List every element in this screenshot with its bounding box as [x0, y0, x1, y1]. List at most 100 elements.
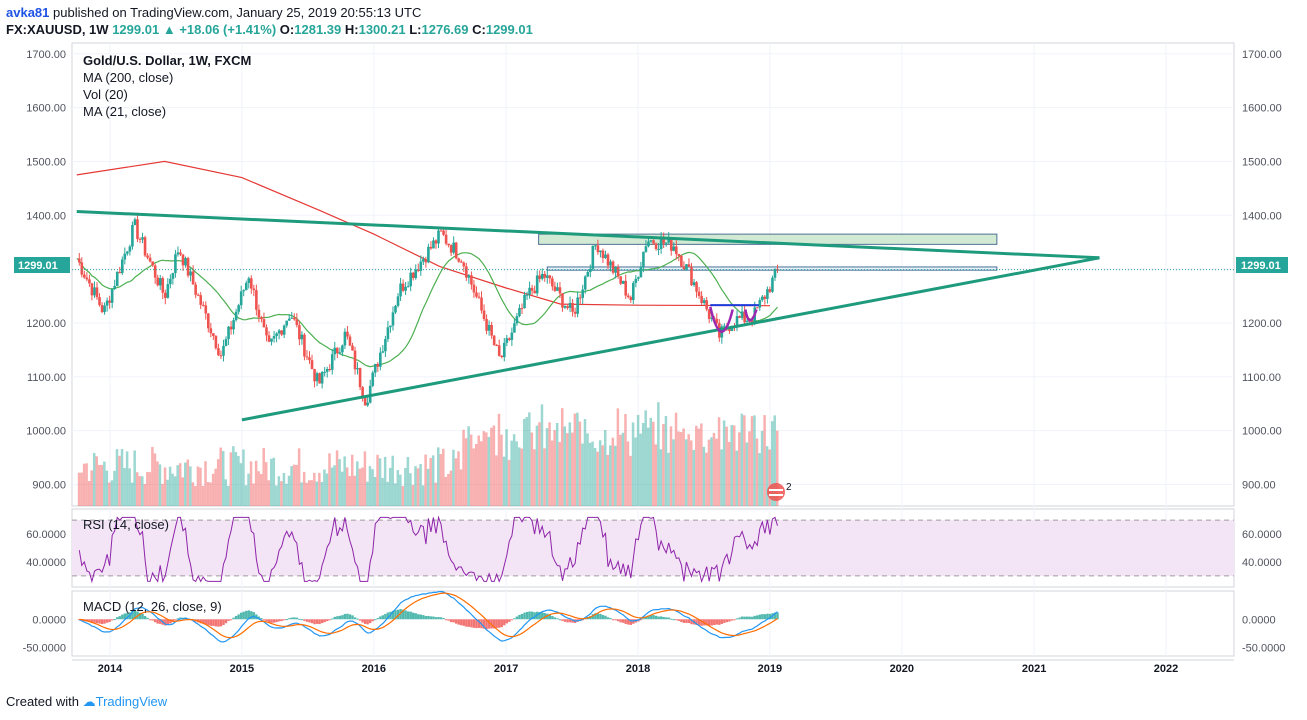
candle-body — [389, 325, 392, 328]
candle-body — [475, 292, 478, 297]
macd-histogram-bar — [432, 616, 435, 620]
cup-pattern-drawing[interactable] — [709, 306, 734, 333]
macd-histogram-bar — [227, 619, 230, 621]
candle-body — [680, 255, 683, 267]
candle-body — [551, 278, 554, 287]
macd-histogram-bar — [659, 616, 663, 620]
candle-body — [497, 345, 501, 356]
macd-histogram-bar — [427, 615, 430, 620]
volume-bar — [92, 452, 96, 506]
candle-body — [437, 230, 440, 244]
candle-body — [351, 345, 354, 351]
macd-histogram-bar — [260, 618, 263, 620]
candle-body — [381, 351, 385, 353]
candle-body — [763, 296, 767, 299]
volume-bar — [609, 445, 612, 506]
legend-rsi[interactable]: RSI (14, close) — [83, 517, 169, 532]
handle-pattern-drawing[interactable] — [744, 309, 758, 322]
legend-ma200[interactable]: MA (200, close) — [83, 70, 173, 85]
volume-bar — [191, 482, 195, 506]
macd-histogram-bar — [670, 618, 673, 620]
macd-histogram-bar — [374, 619, 377, 621]
volume-bar — [388, 467, 392, 506]
candle-body — [697, 291, 701, 296]
volume-bar — [353, 475, 357, 506]
macd-histogram-bar — [242, 611, 245, 620]
macd-histogram-bar — [384, 613, 387, 620]
legend-volume[interactable]: Vol (20) — [83, 87, 128, 102]
candle-body — [371, 372, 375, 386]
legend-ma21[interactable]: MA (21, close) — [83, 104, 166, 119]
macd-histogram-bar — [460, 619, 463, 626]
trendline-upper[interactable] — [76, 210, 1100, 260]
candle-body — [773, 268, 777, 278]
volume-bar — [732, 425, 736, 506]
macd-histogram-bar — [649, 614, 653, 620]
volume-bar — [684, 439, 688, 506]
candle-body — [100, 305, 104, 313]
candle-body — [639, 266, 643, 278]
candle-body — [543, 273, 547, 278]
candle-body — [166, 284, 170, 298]
zone-rect[interactable] — [546, 266, 998, 271]
candle-body — [657, 248, 660, 250]
trendline-lower[interactable] — [241, 256, 1100, 422]
volume-bar — [290, 466, 293, 506]
volume-bar — [773, 415, 776, 506]
candle-body — [206, 313, 210, 329]
macd-histogram-bar — [422, 615, 425, 620]
macd-histogram-bar — [199, 619, 202, 624]
candle-body — [761, 296, 764, 301]
author-name[interactable]: avka81 — [6, 5, 50, 20]
candle-body — [470, 275, 473, 285]
candle-body — [153, 265, 157, 278]
macd-histogram-bar — [280, 619, 283, 622]
macd-histogram-bar — [730, 619, 734, 621]
volume-bar — [234, 452, 238, 506]
candle-body — [477, 296, 481, 298]
volume-bar — [419, 464, 422, 506]
volume-bar — [426, 468, 430, 506]
low-value: 1276.69 — [421, 22, 469, 37]
events-flag-icon[interactable]: 2 — [767, 482, 792, 501]
footer-brand[interactable]: TradingView — [95, 694, 168, 709]
volume-bar — [745, 442, 749, 506]
tradingview-logo-icon[interactable]: ☁ — [82, 694, 96, 709]
macd-histogram-bar — [325, 619, 329, 622]
main-pane[interactable] — [71, 42, 1235, 507]
volume-bar — [530, 432, 534, 506]
volume-bar — [277, 476, 281, 506]
macd-pane-frame[interactable] — [71, 590, 1235, 657]
macd-histogram-bar — [675, 619, 678, 621]
candle-body — [214, 335, 218, 349]
volume-bar — [270, 458, 273, 506]
candle-body — [743, 311, 746, 323]
price-tag-left-text: 1299.01 — [18, 260, 58, 272]
macd-histogram-bar — [153, 619, 157, 623]
macd-histogram-bar — [414, 613, 417, 620]
volume-bar — [90, 470, 93, 506]
volume-bar — [725, 426, 728, 506]
candle-body — [310, 360, 314, 370]
zone-rect[interactable] — [538, 233, 998, 245]
macd-histogram-bar — [353, 617, 357, 620]
macd-histogram-bar — [520, 613, 524, 620]
macd-histogram-bar — [366, 619, 369, 625]
macd-histogram-bar — [300, 619, 304, 621]
candle-body — [83, 274, 86, 278]
macd-histogram-bar — [222, 619, 225, 626]
macd-histogram-bar — [492, 619, 496, 629]
macd-histogram-bar — [558, 619, 562, 621]
candle-body — [634, 278, 638, 283]
macd-histogram-bar — [444, 619, 448, 621]
macd-histogram-bar — [245, 610, 248, 620]
candle-body — [257, 309, 261, 318]
candlesticks — [72, 214, 1234, 407]
macd-histogram-bar — [336, 616, 339, 620]
macd-histogram-bar — [447, 619, 450, 621]
volume-bar — [95, 456, 98, 506]
legend-macd[interactable]: MACD (12, 26, close, 9) — [83, 599, 222, 614]
volume-bar — [672, 439, 675, 506]
volume-bar — [429, 457, 432, 506]
